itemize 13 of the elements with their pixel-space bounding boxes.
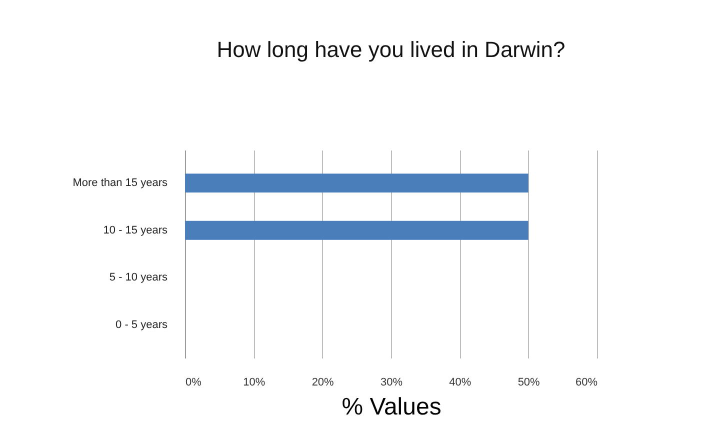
chart-title: How long have you lived in Darwin?: [216, 37, 566, 62]
x-tick-label: 50%: [518, 376, 540, 388]
y-tick-label: 5 - 10 years: [109, 272, 168, 284]
x-tick-label: 10%: [243, 376, 266, 388]
x-tick-label: 0%: [186, 376, 202, 388]
x-tick-label: 40%: [449, 376, 472, 388]
y-tick-label: More than 15 years: [72, 177, 168, 190]
y-tick-label: 0 - 5 years: [116, 318, 168, 331]
y-tick-label: 10 - 15 years: [103, 224, 168, 236]
x-axis-title: % Values: [342, 394, 442, 420]
x-tick-label: 30%: [380, 376, 403, 388]
x-tick-label: 20%: [312, 376, 334, 388]
x-tick-label: 60%: [575, 376, 598, 388]
